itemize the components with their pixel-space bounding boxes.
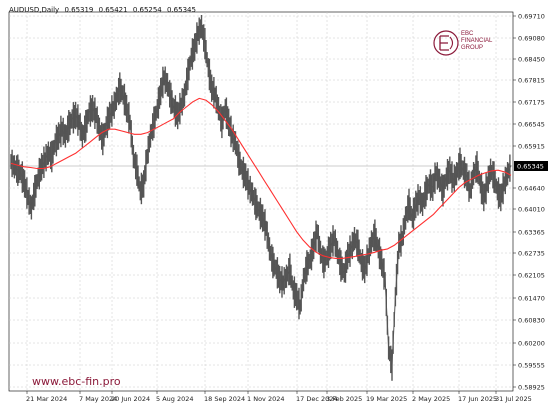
x-tick-label: 31 Jul 2025: [495, 395, 532, 403]
x-tick-label: 2 May 2025: [412, 395, 450, 403]
current-price-label: 0.65345: [517, 163, 544, 171]
y-axis: 0.69710 0.69080 0.68450 0.67815 0.67175 0.665…: [513, 13, 548, 392]
y-tick-label: 0.68450: [518, 56, 545, 64]
y-tick-label: 0.60200: [518, 340, 545, 348]
y-tick-label: 0.58925: [518, 384, 545, 392]
y-tick-label: 0.62105: [518, 272, 545, 280]
price-bars: [10, 15, 511, 381]
logo-line-1: EBC: [461, 31, 474, 37]
y-tick-label: 0.67815: [518, 77, 545, 85]
moving-average-line: [10, 97, 512, 259]
ebc-logo-icon: [433, 30, 459, 56]
low-value: 0.65254: [132, 6, 162, 14]
x-tick-label: 19 Mar 2025: [366, 395, 407, 403]
watermark-url: www.ebc-fin.pro: [32, 375, 121, 388]
x-tick-label: 5 Aug 2024: [156, 395, 194, 403]
x-tick-label: 21 Mar 2024: [26, 395, 67, 403]
y-tick-label: 0.60830: [518, 317, 545, 325]
y-tick-label: 0.69080: [518, 35, 545, 43]
symbol-label: AUDUSD,Daily: [9, 6, 60, 14]
y-tick-label: 0.67175: [518, 99, 545, 107]
close-value: 0.65345: [167, 6, 196, 14]
open-value: 0.65319: [64, 6, 94, 14]
chart-series: [10, 15, 512, 381]
x-tick-label: 17 Jun 2025: [458, 395, 497, 403]
high-value: 0.65421: [98, 6, 128, 14]
chart-header: AUDUSD,Daily 0.65319 0.65421 0.65254 0.6…: [9, 6, 199, 14]
y-tick-label: 0.65915: [518, 143, 545, 151]
plot-frame: [8, 11, 514, 392]
logo-text: EBC FINANCIAL GROUP: [461, 31, 492, 52]
logo-line-3: GROUP: [461, 45, 484, 51]
y-tick-label: 0.62735: [518, 250, 545, 258]
x-tick-label: 3 Feb 2025: [326, 395, 362, 403]
x-tick-label: 18 Sep 2024: [204, 395, 245, 403]
current-price-box: [514, 161, 548, 171]
y-tick-label: 0.64010: [518, 206, 545, 214]
y-tick-label: 0.61470: [518, 295, 545, 303]
price-line: [10, 26, 512, 366]
x-tick-label: 17 Dec 2024: [296, 395, 338, 403]
y-tick-label: 0.69710: [518, 13, 545, 21]
x-tick-label: 20 Jun 2024: [111, 395, 150, 403]
y-tick-label: 0.66545: [518, 121, 545, 129]
x-tick-label: 7 May 2024: [79, 395, 117, 403]
logo-line-2: FINANCIAL: [461, 38, 493, 44]
x-tick-label: 1 Nov 2024: [247, 395, 285, 403]
y-tick-label: 0.63365: [518, 229, 545, 237]
y-tick-label: 0.59555: [518, 362, 545, 370]
y-tick-label: 0.64640: [518, 185, 545, 193]
